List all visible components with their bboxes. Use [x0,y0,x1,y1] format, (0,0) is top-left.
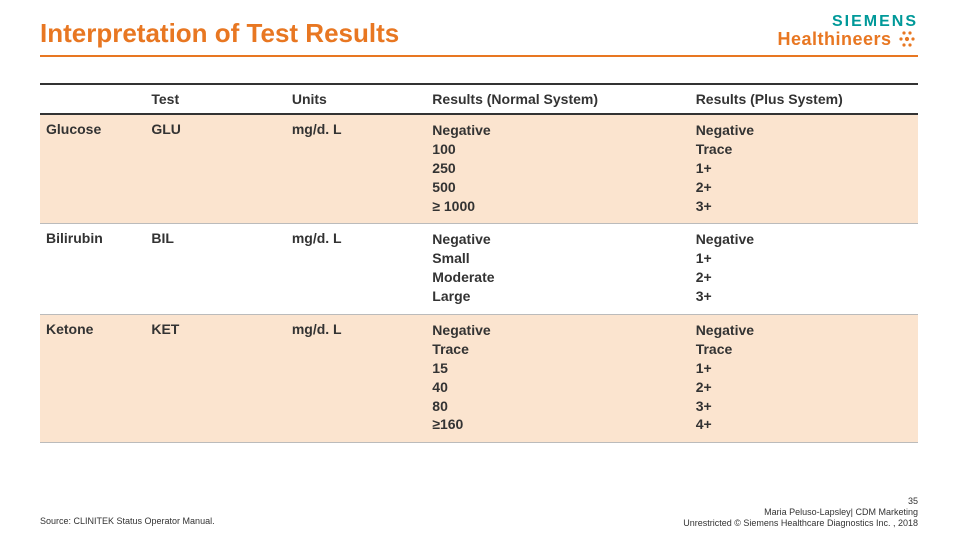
footer-source: Source: CLINITEK Status Operator Manual. [40,516,215,526]
cell-normal: Negative Small Moderate Large [426,224,689,315]
table-header-row: Test Units Results (Normal System) Resul… [40,84,918,114]
footer-author: Maria Peluso-Lapsley| CDM Marketing [683,507,918,519]
cell-name: Bilirubin [40,224,145,315]
footer-copyright: Unrestricted © Siemens Healthcare Diagno… [683,518,918,530]
col-blank [40,84,145,114]
logo-dots-icon [898,30,918,48]
col-units: Units [286,84,426,114]
cell-name: Ketone [40,315,145,443]
table-row: BilirubinBILmg/d. LNegative Small Modera… [40,224,918,315]
page-number: 35 [908,496,918,506]
cell-test: KET [145,315,285,443]
logo-siemens-text: SIEMENS [778,14,919,30]
cell-normal: Negative 100 250 500 ≥ 1000 [426,114,689,224]
table-row: KetoneKETmg/d. LNegative Trace 15 40 80 … [40,315,918,443]
cell-test: GLU [145,114,285,224]
cell-plus: Negative Trace 1+ 2+ 3+ [690,114,918,224]
cell-units: mg/d. L [286,114,426,224]
cell-test: BIL [145,224,285,315]
logo-healthineers-text: Healthineers [778,29,892,49]
footer-right: Maria Peluso-Lapsley| CDM Marketing Unre… [683,507,918,530]
cell-plus: Negative 1+ 2+ 3+ [690,224,918,315]
col-normal: Results (Normal System) [426,84,689,114]
col-test: Test [145,84,285,114]
results-table: Test Units Results (Normal System) Resul… [40,83,918,443]
col-plus: Results (Plus System) [690,84,918,114]
cell-units: mg/d. L [286,315,426,443]
table-row: GlucoseGLUmg/d. LNegative 100 250 500 ≥ … [40,114,918,224]
cell-normal: Negative Trace 15 40 80 ≥160 [426,315,689,443]
cell-units: mg/d. L [286,224,426,315]
cell-plus: Negative Trace 1+ 2+ 3+ 4+ [690,315,918,443]
cell-name: Glucose [40,114,145,224]
brand-logo: SIEMENS Healthineers [778,14,919,49]
